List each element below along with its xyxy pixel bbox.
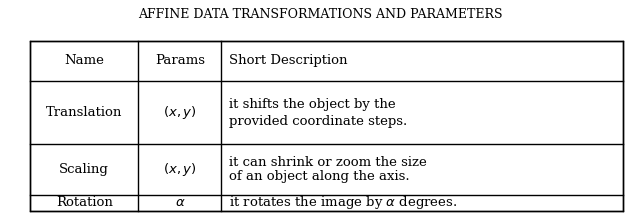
Text: provided coordinate steps.: provided coordinate steps.: [229, 115, 407, 128]
Text: it shifts the object by the: it shifts the object by the: [229, 98, 396, 111]
Text: AFFINE DATA TRANSFORMATIONS AND PARAMETERS: AFFINE DATA TRANSFORMATIONS AND PARAMETE…: [138, 8, 502, 21]
Text: Short Description: Short Description: [229, 54, 348, 67]
Text: $(x,y)$: $(x,y)$: [163, 104, 196, 121]
Text: it can shrink or zoom the size: it can shrink or zoom the size: [229, 156, 427, 169]
Text: it rotates the image by $\alpha$ degrees.: it rotates the image by $\alpha$ degrees…: [229, 194, 457, 211]
Text: $(x,y)$: $(x,y)$: [163, 161, 196, 178]
Text: Params: Params: [155, 54, 205, 67]
Bar: [30, 41, 623, 211]
Text: of an object along the axis.: of an object along the axis.: [229, 170, 410, 183]
Text: Name: Name: [64, 54, 104, 67]
Text: Rotation: Rotation: [56, 196, 113, 209]
Text: Scaling: Scaling: [60, 163, 109, 176]
Text: $\alpha$: $\alpha$: [175, 196, 185, 209]
Text: Translation: Translation: [46, 106, 122, 119]
